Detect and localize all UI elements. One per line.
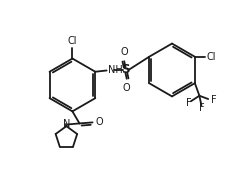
Text: N: N — [62, 119, 70, 129]
Text: Cl: Cl — [68, 36, 77, 46]
Text: F: F — [210, 95, 216, 105]
Text: F: F — [185, 98, 191, 108]
Text: S: S — [121, 63, 129, 77]
Text: Cl: Cl — [206, 52, 215, 62]
Text: O: O — [120, 47, 128, 57]
Text: O: O — [122, 83, 130, 93]
Text: NH: NH — [108, 65, 123, 75]
Text: F: F — [198, 103, 203, 113]
Text: O: O — [95, 117, 102, 127]
